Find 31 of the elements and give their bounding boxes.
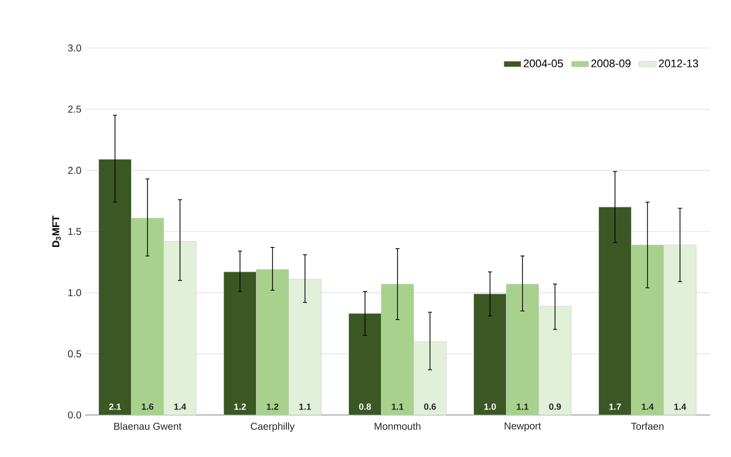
x-tick-label: Torfaen [631,422,664,430]
data-label: 1.7 [609,404,621,410]
y-tick-label: 0.0 [68,411,82,419]
data-label: 0.8 [359,403,371,410]
data-label: 0.9 [549,403,561,410]
legend-label: 2004-05 [524,60,563,68]
data-label: 1.2 [234,404,246,410]
x-tick-label: Monmouth [374,422,420,430]
data-label: 1.0 [484,403,496,410]
y-tick-label: 0.5 [68,350,82,358]
data-label: 2.1 [109,404,121,410]
data-label: 0.6 [424,403,436,410]
x-tick-label: Blaenau Gwent [114,422,182,430]
x-tick-label: Caerphilly [250,422,295,432]
y-tick-label: 3.0 [68,44,82,52]
legend-label: 2012-13 [658,60,698,68]
y-tick-label: 1.5 [68,228,82,235]
data-label: 1.1 [516,404,528,410]
data-label: 1.2 [266,404,278,410]
data-label: 1.1 [392,404,404,410]
x-tick-label: Newport [504,422,541,432]
y-tick-label: 2.5 [68,106,82,113]
y-axis-title: D$_{3}$MFT [52,216,61,247]
data-label: 1.1 [299,404,311,410]
y-tick-label: 2.0 [68,166,82,174]
data-label: 1.4 [674,404,686,410]
y-tick-label: 1.0 [68,289,82,296]
data-label: 1.4 [174,404,186,410]
data-label: 1.6 [142,403,154,410]
legend-label: 2008-09 [591,60,630,68]
data-label: 1.4 [642,404,654,410]
